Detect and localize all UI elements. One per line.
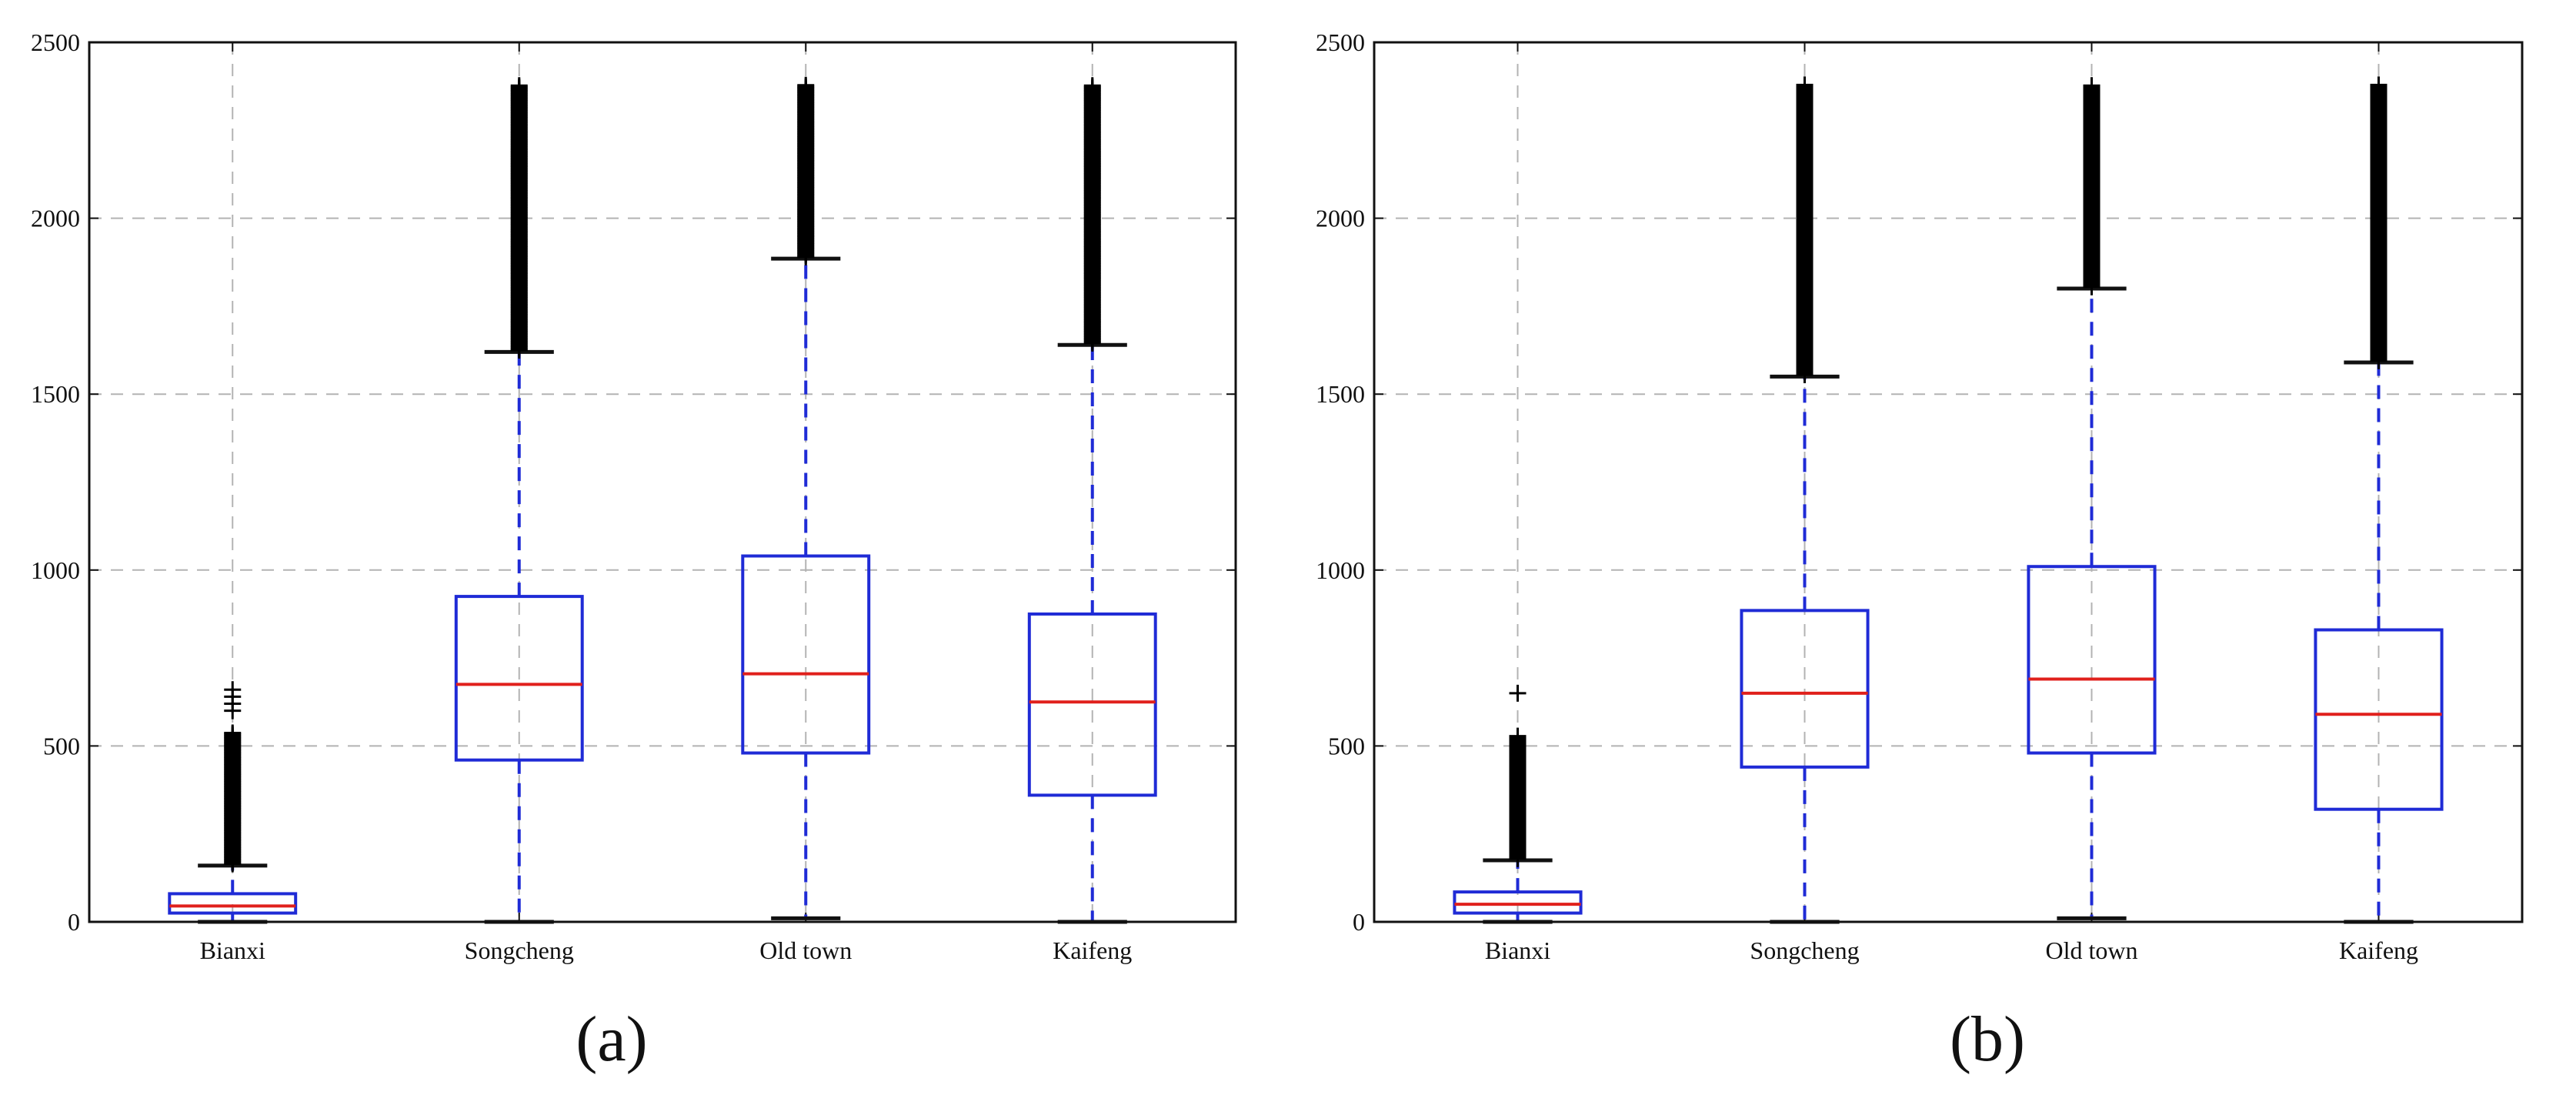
x-tick-label: Bianxi [1485, 936, 1550, 964]
box-songcheng [1740, 76, 1870, 924]
outliers [1083, 77, 1101, 352]
panel-label: (a) [576, 1003, 647, 1075]
outliers [2370, 76, 2387, 369]
chart-panel-a: 0 500 1000 1500 2000 2500 Bianxi Songcheng Old t… [31, 28, 1237, 1075]
x-tick-label: Old town [759, 936, 852, 964]
outliers [797, 76, 815, 265]
y-tick-label: 500 [43, 732, 80, 759]
y-tick-label: 2000 [31, 205, 80, 232]
y-tick-label: 1000 [1316, 556, 1365, 584]
y-tick-label: 1500 [1316, 380, 1365, 408]
x-tick-label: Songcheng [465, 936, 574, 964]
box-bianxi [168, 681, 298, 924]
iqr-box [2314, 628, 2444, 811]
plot-area [89, 42, 1236, 922]
outliers [510, 77, 528, 359]
chart-panel-b: 0 500 1000 1500 2000 2500 Bianxi Songcheng Old t… [1316, 28, 2524, 1075]
iqr-box [1453, 890, 1583, 915]
x-tick-label: Kaifeng [1053, 936, 1132, 964]
x-tick-label: Kaifeng [2339, 936, 2418, 964]
iqr-box [168, 892, 298, 915]
outlier-marker [1083, 77, 1101, 95]
axes-frame [88, 41, 1237, 923]
outlier-marker [224, 681, 242, 699]
y-tick-label: 500 [1328, 732, 1365, 759]
outlier-marker [1509, 727, 1527, 745]
y-tick-label: 0 [68, 908, 80, 936]
outlier-marker [797, 76, 815, 94]
outliers [1796, 76, 1814, 384]
iqr-box [1027, 612, 1157, 797]
y-tick-label: 2000 [1316, 205, 1365, 232]
outliers [224, 681, 242, 873]
iqr-box [2027, 565, 2157, 755]
plot-area [1374, 42, 2522, 922]
iqr-box [454, 595, 584, 762]
y-tick-label: 1500 [31, 380, 80, 408]
y-tick-label: 1000 [31, 556, 80, 584]
outlier-marker [1509, 684, 1527, 702]
box-old-town [741, 76, 871, 920]
box-old-town [2027, 77, 2157, 920]
outlier-marker [2083, 77, 2101, 95]
outliers [1509, 684, 1527, 867]
outliers [2083, 77, 2101, 295]
outlier-marker [224, 724, 242, 742]
x-tick-label: Songcheng [1750, 936, 1859, 964]
y-tick-label: 2500 [31, 28, 80, 56]
box-bianxi [1453, 684, 1583, 924]
x-tick-label: Bianxi [200, 936, 265, 964]
y-tick-label: 2500 [1316, 28, 1365, 56]
y-tick-label: 0 [1353, 908, 1365, 936]
panel-label: (b) [1950, 1003, 2025, 1075]
outlier-marker [1796, 76, 1814, 94]
iqr-box [1740, 609, 1870, 769]
box-kaifeng [2314, 76, 2444, 924]
axes-frame [1373, 41, 2524, 923]
outlier-marker [510, 77, 528, 95]
x-tick-label: Old town [2046, 936, 2138, 964]
outlier-marker [2370, 76, 2387, 94]
iqr-box [741, 554, 871, 755]
box-songcheng [454, 77, 584, 924]
